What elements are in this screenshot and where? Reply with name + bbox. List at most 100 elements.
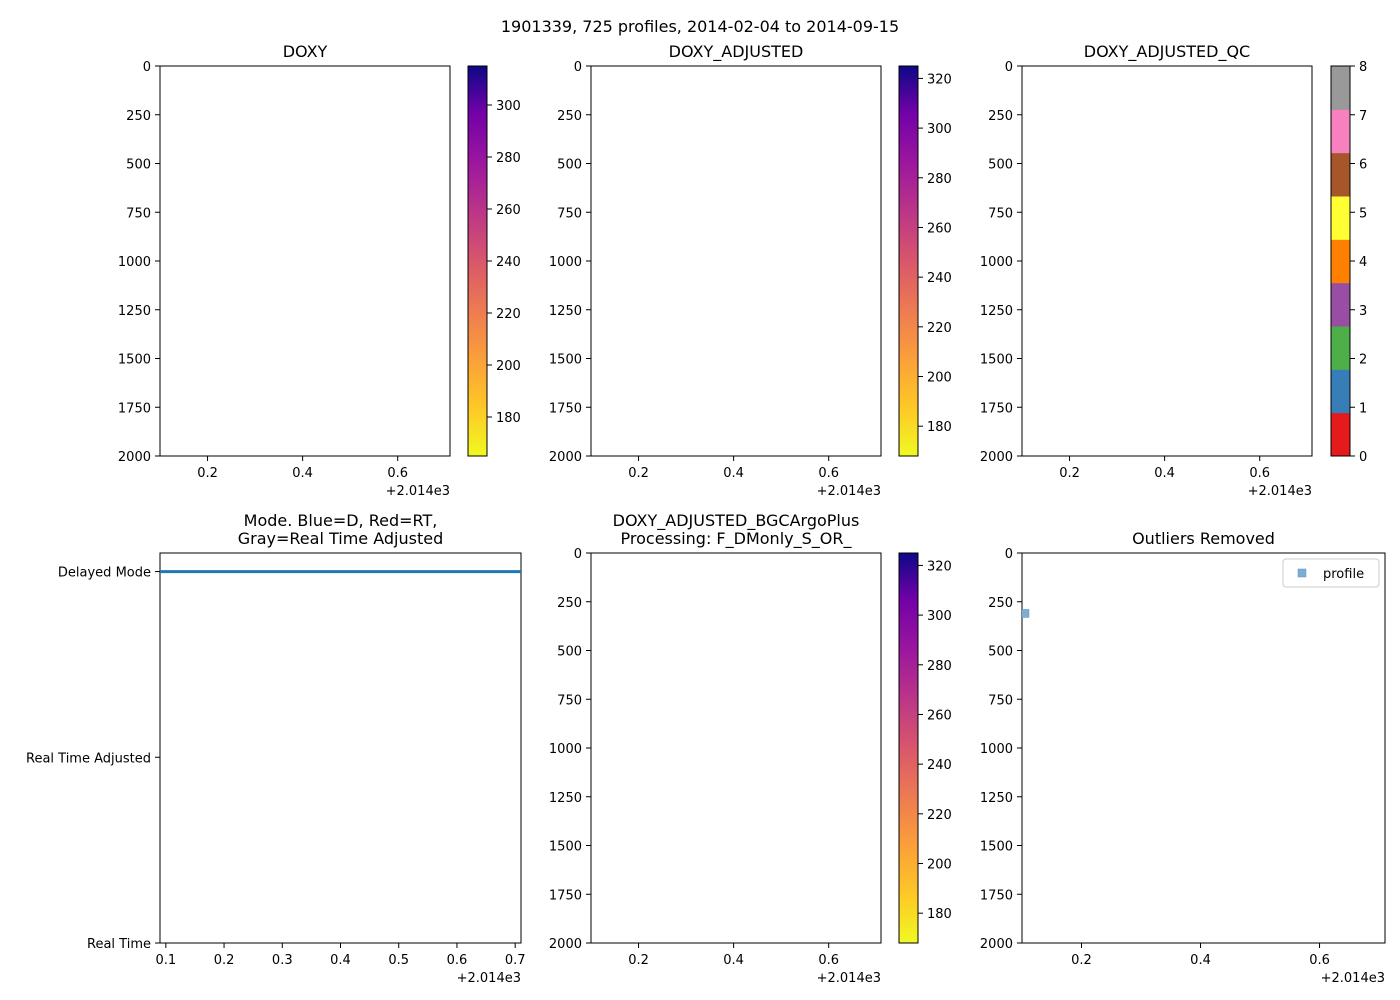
colorbar-tick-label: 4: [1359, 255, 1367, 270]
x-offset-label: +2.014e3: [1248, 484, 1312, 499]
y-tick-label: 500: [557, 158, 582, 173]
colorbar-segment: [1331, 109, 1350, 154]
panel-title: DOXY_ADJUSTED: [669, 42, 804, 62]
panel-title: DOXY: [283, 42, 328, 61]
y-tick-label: 1250: [980, 304, 1013, 319]
panel-mode: Mode. Blue=D, Red=RT,Gray=Real Time Adju…: [26, 511, 526, 986]
colorbar-segment: [1331, 412, 1350, 457]
x-tick-label: 0.4: [292, 466, 313, 481]
y-tick-label: 0: [1005, 547, 1013, 562]
x-tick-label: 0.2: [628, 953, 649, 968]
colorbar: 0 1 2 3 4 5 6 7 8: [1330, 60, 1367, 465]
y-tick-label: 1750: [980, 888, 1013, 903]
colorbar-tick-label: 220: [927, 321, 952, 336]
plot-area: [159, 65, 451, 457]
y-tick-label: 2000: [980, 450, 1013, 465]
y-tick-label: Real Time: [87, 937, 151, 952]
colorbar-segment: [1331, 282, 1350, 327]
colorbar-tick-label: 1: [1359, 401, 1367, 416]
colorbar-tick-label: 7: [1359, 109, 1367, 124]
colorbar-tick-label: 220: [496, 307, 521, 322]
colorbar-tick-label: 180: [927, 420, 952, 435]
x-tick-label: 0.6: [447, 953, 468, 968]
x-tick-label: 0.3: [272, 953, 293, 968]
legend-frame: [1282, 558, 1380, 588]
y-tick-label: 1750: [118, 401, 151, 416]
x-tick-label: 0.6: [818, 953, 839, 968]
x-tick-label: 0.2: [1071, 953, 1092, 968]
x-tick-label: 0.6: [1249, 466, 1270, 481]
colorbar: 180 200 220 240 260 280 300 320: [898, 65, 952, 457]
y-tick-label: Real Time Adjusted: [26, 751, 151, 766]
plot-area: [590, 552, 882, 944]
colorbar: 180 200 220 240 260 280 300 320: [898, 552, 952, 944]
x-tick-label: 0.2: [1059, 466, 1080, 481]
y-tick-label: 1250: [118, 304, 151, 319]
x-tick-label: 0.6: [818, 466, 839, 481]
x-tick-label: 0.6: [387, 466, 408, 481]
colorbar-tick-label: 260: [927, 708, 952, 723]
x-tick-label: 0.2: [628, 466, 649, 481]
colorbar-tick-label: 2: [1359, 353, 1367, 368]
x-offset-label: +2.014e3: [457, 971, 521, 986]
panel-doxy-adjusted-qc: DOXY_ADJUSTED_QC0.2 0.4 0.6+2.014e30250500…: [980, 42, 1367, 499]
plot-area: [1021, 552, 1386, 944]
colorbar-tick-label: 300: [927, 609, 952, 624]
y-tick-label: 1000: [980, 255, 1013, 270]
y-tick-label: 1250: [549, 304, 582, 319]
y-tick-label: 750: [988, 206, 1013, 221]
colorbar-tick-label: 260: [927, 221, 952, 236]
y-tick-label: 1250: [549, 791, 582, 806]
colorbar-tick-label: 320: [927, 559, 952, 574]
x-offset-label: +2.014e3: [1321, 971, 1385, 986]
colorbar-tick-label: 200: [496, 359, 521, 374]
y-tick-label: 750: [126, 206, 151, 221]
colorbar-tick-label: 180: [927, 907, 952, 922]
colorbar-gradient: [468, 66, 487, 456]
y-tick-label: 250: [557, 109, 582, 124]
y-tick-label: 750: [988, 693, 1013, 708]
y-tick-label: 1000: [118, 255, 151, 270]
panel-title: DOXY_ADJUSTED_QC: [1084, 42, 1250, 62]
y-tick-label: 250: [557, 596, 582, 611]
panel-title: Processing: F_DMonly_S_OR_: [621, 529, 853, 549]
x-tick-label: 0.4: [1190, 953, 1211, 968]
y-tick-label: Delayed Mode: [58, 566, 151, 581]
colorbar-segment: [1331, 152, 1350, 197]
y-tick-label: 1500: [980, 353, 1013, 368]
panel-outliers: Outliers Removed 0.2 0.4 0.6 +2.014e3 0 250 500…: [980, 529, 1386, 986]
y-tick-label: 1250: [980, 791, 1013, 806]
colorbar-tick-label: 320: [927, 72, 952, 87]
panel-doxy-adjusted: DOXY_ADJUSTED 0.2 0.4 0.6 +2.014e3 0 250 500 750…: [549, 42, 952, 499]
y-tick-label: 2000: [118, 450, 151, 465]
colorbar-frame: [898, 65, 919, 457]
colorbar-tick-label: 280: [496, 151, 521, 166]
y-tick-label: 250: [988, 109, 1013, 124]
panel-title: Mode. Blue=D, Red=RT,: [244, 511, 438, 530]
y-tick-label: 0: [1005, 60, 1013, 75]
colorbar-tick-label: 280: [927, 659, 952, 674]
y-tick-label: 1000: [549, 742, 582, 757]
y-tick-label: 500: [988, 645, 1013, 660]
x-tick-label: 0.2: [197, 466, 218, 481]
colorbar-tick-label: 200: [927, 858, 952, 873]
colorbar-tick-label: 240: [927, 271, 952, 286]
colorbar-tick-label: 260: [496, 203, 521, 218]
panel-title: Outliers Removed: [1132, 529, 1275, 548]
y-tick-label: 1500: [980, 840, 1013, 855]
y-tick-label: 750: [557, 693, 582, 708]
y-tick-label: 250: [988, 596, 1013, 611]
y-tick-label: 0: [574, 60, 582, 75]
colorbar-tick-label: 240: [927, 758, 952, 773]
colorbar-tick-label: 300: [927, 122, 952, 137]
y-tick-label: 2000: [549, 450, 582, 465]
y-tick-label: 1750: [549, 888, 582, 903]
colorbar-tick-label: 240: [496, 255, 521, 270]
legend-marker: [1297, 568, 1307, 578]
y-tick-label: 1500: [549, 840, 582, 855]
y-tick-label: 1500: [118, 353, 151, 368]
x-offset-label: +2.014e3: [817, 971, 881, 986]
y-tick-label: 500: [126, 158, 151, 173]
x-tick-label: 0.4: [330, 953, 351, 968]
